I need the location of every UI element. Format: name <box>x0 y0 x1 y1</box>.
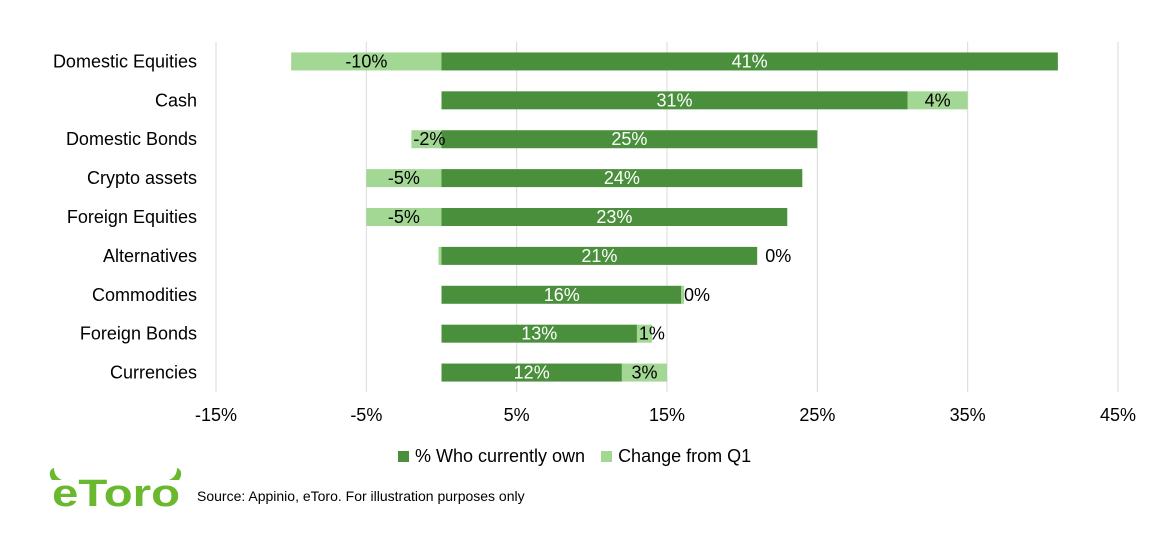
category-label: Currencies <box>110 363 197 383</box>
category-label: Commodities <box>92 285 197 305</box>
bars <box>291 52 1058 382</box>
data-label-own: 41% <box>732 51 768 71</box>
x-tick-label: 45% <box>1100 405 1136 425</box>
data-label-change: -2% <box>413 129 445 149</box>
x-tick-label: -15% <box>195 405 237 425</box>
bar-own <box>441 52 1058 71</box>
data-label-own: 25% <box>611 129 647 149</box>
data-label-own: 23% <box>596 207 632 227</box>
bar-own <box>441 169 803 188</box>
legend-item-change: Change from Q1 <box>601 446 751 467</box>
data-label-own: 21% <box>581 246 617 266</box>
data-label-change: 4% <box>925 90 951 110</box>
bar-own <box>441 363 622 382</box>
bar-own <box>441 324 637 343</box>
legend-label-own: % Who currently own <box>415 446 586 466</box>
category-label: Domestic Equities <box>53 51 197 71</box>
bar-own <box>441 91 908 110</box>
data-label-change: 0% <box>684 285 710 305</box>
data-label-change: 3% <box>631 363 657 383</box>
data-label-own: 16% <box>544 285 580 305</box>
data-label-own: 24% <box>604 168 640 188</box>
bar-own <box>441 285 683 304</box>
bar-own <box>441 246 758 265</box>
labels: -15% -5% 5% 15% 25% 35% 45% Domestic Equities 41… <box>53 51 1136 425</box>
data-label-change: 0% <box>765 246 791 266</box>
svg-text:eToro: eToro <box>52 473 180 515</box>
legend-swatch-change <box>601 451 613 462</box>
data-label-change: -10% <box>345 51 387 71</box>
category-label: Domestic Bonds <box>66 129 197 149</box>
x-tick-label: 5% <box>504 405 530 425</box>
category-label: Crypto assets <box>87 168 197 188</box>
x-tick-label: 25% <box>799 405 835 425</box>
bar-change <box>366 169 442 188</box>
category-label: Foreign Equities <box>67 207 197 227</box>
data-label-change: -5% <box>388 168 420 188</box>
data-label-change: 1% <box>639 324 665 344</box>
bar-change <box>366 208 442 226</box>
source-note: Source: Appinio, eToro. For illustration… <box>197 488 525 504</box>
data-label-own: 12% <box>514 363 550 383</box>
x-tick-label: 15% <box>649 405 685 425</box>
bar-own <box>441 130 818 149</box>
bar-change <box>907 91 968 110</box>
bar-change <box>411 130 442 149</box>
data-label-own: 13% <box>521 324 557 344</box>
legend-swatch-own <box>398 451 409 462</box>
data-label-change: -5% <box>388 207 420 227</box>
category-label: Cash <box>155 90 197 110</box>
bar-change <box>291 52 442 71</box>
legend-item-own: % Who currently own <box>398 446 585 467</box>
bar-chart: -15% -5% 5% 15% 25% 35% 45% Domestic Equities 41… <box>53 42 1136 425</box>
bar-change <box>438 246 442 265</box>
bar-change <box>636 324 652 343</box>
x-tick-label: 35% <box>950 405 986 425</box>
bar-own <box>441 208 788 226</box>
legend-label-change: Change from Q1 <box>618 446 752 466</box>
x-tick-label: -5% <box>350 405 382 425</box>
category-label: Foreign Bonds <box>80 324 197 344</box>
data-label-own: 31% <box>657 90 693 110</box>
category-label: Alternatives <box>103 246 197 266</box>
legend: % Who currently own Change from Q1 <box>398 446 767 467</box>
bar-change <box>681 285 685 304</box>
bar-change <box>621 363 667 382</box>
etoro-logo: eToro <box>49 468 182 515</box>
